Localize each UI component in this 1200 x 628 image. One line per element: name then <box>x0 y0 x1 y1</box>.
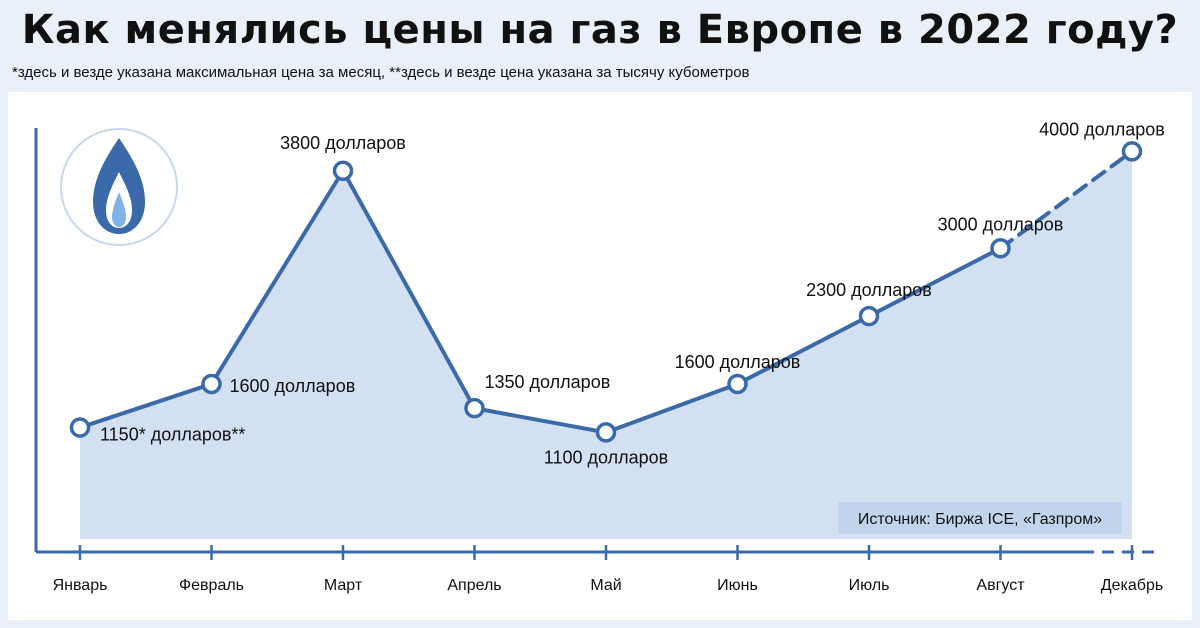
data-point <box>332 160 354 182</box>
x-tick-label: Март <box>324 577 363 594</box>
line-segment <box>998 149 1134 251</box>
data-point <box>1121 141 1143 162</box>
data-label: 1350 долларов <box>485 372 611 392</box>
x-tick-label: Май <box>590 577 621 594</box>
data-label: 1600 долларов <box>675 352 801 372</box>
data-label: 1600 долларов <box>230 376 356 396</box>
data-label: 2300 долларов <box>806 280 932 300</box>
data-label: 1100 долларов <box>544 447 668 467</box>
x-axis-ticks: Январь Февраль Март Апрель Май Июнь Июль Август… <box>53 545 1163 594</box>
area-fill <box>80 151 1132 539</box>
line-segment <box>604 381 740 435</box>
source-box: Источник: Биржа ICE, «Газпром» <box>838 502 1122 534</box>
gas-flame-icon <box>60 128 178 246</box>
x-tick-label: Январь <box>53 577 108 594</box>
data-label: 3800 долларов <box>280 133 406 153</box>
data-point <box>464 397 485 419</box>
x-tick-label: Декабрь <box>1101 577 1163 594</box>
x-tick-label: Июнь <box>717 577 758 594</box>
data-label: 4000 долларов <box>1039 119 1165 139</box>
subtitle-note: *здесь и везде указана максимальная цена… <box>12 64 750 81</box>
data-label: 1150* долларов** <box>100 425 245 445</box>
data-point <box>69 417 91 438</box>
line-segment <box>209 168 345 386</box>
x-tick-label: Февраль <box>179 577 244 594</box>
line-segment <box>735 314 871 386</box>
x-tick-label: Август <box>976 577 1025 594</box>
x-tick-label: Июль <box>849 577 890 594</box>
x-tick-label: Апрель <box>447 577 501 594</box>
data-label: 3000 долларов <box>938 214 1064 234</box>
page-title: Как менялись цены на газ в Европе в 2022… <box>21 7 1179 53</box>
line-segment <box>867 246 1003 319</box>
line-segment <box>78 381 214 430</box>
data-point <box>727 373 748 395</box>
line-segment <box>341 168 477 411</box>
data-point <box>201 373 222 395</box>
series-line <box>78 149 1134 435</box>
data-point <box>595 422 617 443</box>
data-point <box>858 305 880 327</box>
data-points <box>69 141 1143 443</box>
data-point <box>990 238 1011 259</box>
source-text: Источник: Биржа ICE, «Газпром» <box>858 511 1102 528</box>
line-segment <box>472 406 608 435</box>
data-labels: 1150* долларов** 1600 долларов 3800 доллар… <box>100 119 1165 467</box>
